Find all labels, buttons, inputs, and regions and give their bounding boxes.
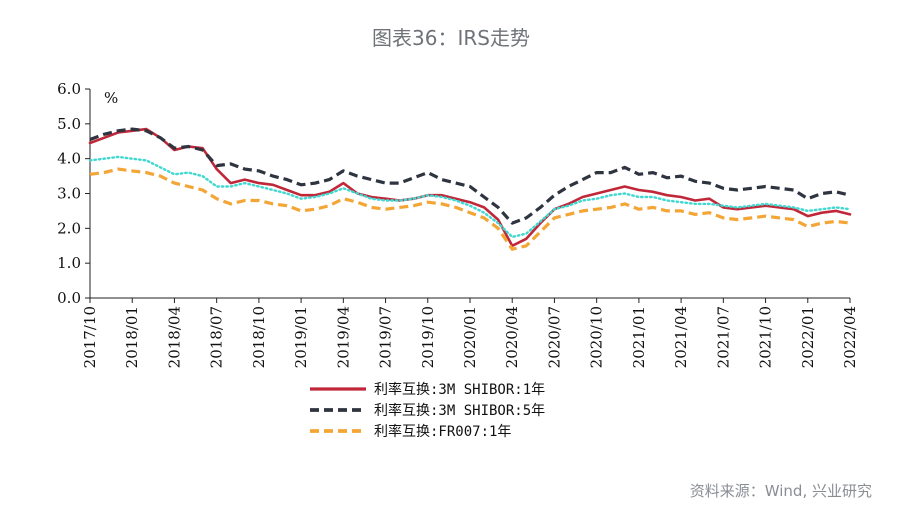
x-tick-label: 2022/01 xyxy=(799,306,817,368)
y-tick-label: 0.0 xyxy=(57,289,81,307)
x-tick-label: 2019/04 xyxy=(334,306,352,368)
y-tick-label: 4.0 xyxy=(57,150,81,168)
x-tick-label: 2020/01 xyxy=(461,306,479,368)
x-tick-label: 2020/10 xyxy=(588,306,606,368)
y-axis-unit: % xyxy=(104,89,118,107)
series-line-3 xyxy=(88,155,852,239)
source-note: 资料来源：Wind, 兴业研究 xyxy=(689,482,872,500)
x-tick-label: 2017/10 xyxy=(81,306,99,368)
series-line-2 xyxy=(89,127,851,225)
x-tick-label: 2019/10 xyxy=(419,306,437,368)
x-tick-label: 2021/10 xyxy=(757,306,775,368)
x-tick-label: 2018/04 xyxy=(165,306,183,368)
legend-label-4: 利率互换:FR007:1年 xyxy=(374,423,511,440)
y-tick-label: 2.0 xyxy=(57,219,81,237)
x-tick-label: 2018/10 xyxy=(250,306,268,368)
x-tick-label: 2022/04 xyxy=(841,306,859,368)
chart-title: 图表36：IRS走势 xyxy=(372,26,530,50)
x-tick-label: 2018/01 xyxy=(123,306,141,368)
x-tick-label: 2020/04 xyxy=(503,306,521,368)
x-tick-label: 2021/04 xyxy=(672,306,690,368)
x-tick-label: 2019/01 xyxy=(292,306,310,368)
x-tick-label: 2021/01 xyxy=(630,306,648,368)
x-tick-label: 2019/07 xyxy=(377,306,395,368)
legend-label-2: 利率互换:3M SHIBOR:5年 xyxy=(374,402,545,419)
x-tick-label: 2020/07 xyxy=(545,306,563,368)
x-tick-label: 2021/07 xyxy=(714,306,732,368)
y-tick-label: 6.0 xyxy=(57,80,81,98)
x-tick-label: 2018/07 xyxy=(208,306,226,368)
legend-label-1: 利率互换:3M SHIBOR:1年 xyxy=(374,381,545,398)
y-tick-label: 1.0 xyxy=(57,254,81,272)
y-tick-label: 3.0 xyxy=(57,185,81,203)
series-line-4 xyxy=(89,167,851,251)
y-tick-label: 5.0 xyxy=(57,115,81,133)
series-line-1 xyxy=(88,127,852,248)
